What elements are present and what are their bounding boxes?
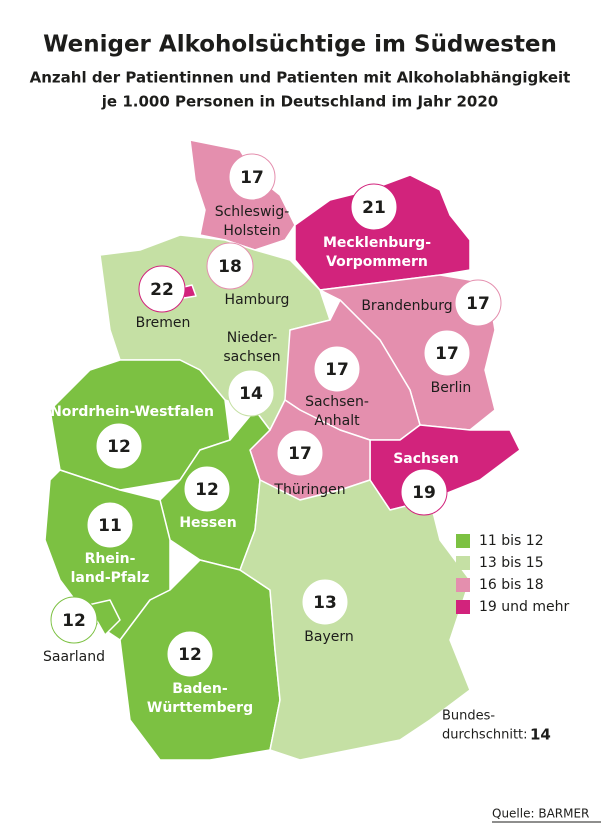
state-value: 12 bbox=[62, 611, 86, 631]
value-circle bbox=[138, 265, 186, 313]
state-value: 13 bbox=[313, 593, 337, 613]
value-circle bbox=[183, 465, 231, 513]
value-circle bbox=[301, 578, 349, 626]
state-label: Hessen bbox=[179, 515, 236, 531]
state-label: land-Pfalz bbox=[71, 570, 150, 586]
state-value: 19 bbox=[412, 483, 436, 503]
state-label: Anhalt bbox=[314, 413, 360, 429]
state-label: sachsen bbox=[223, 349, 280, 365]
value-circle bbox=[206, 242, 254, 290]
value-circle bbox=[276, 429, 324, 477]
region bbox=[87, 599, 121, 636]
value-circle bbox=[400, 468, 448, 516]
state-label: Rhein- bbox=[85, 551, 136, 567]
state-value: 12 bbox=[107, 437, 131, 457]
state-label: Nordrhein-Westfalen bbox=[50, 404, 214, 420]
state-label: Holstein bbox=[223, 223, 280, 239]
value-circle bbox=[227, 369, 275, 417]
average-value: 14 bbox=[530, 726, 551, 744]
state-label: Schleswig- bbox=[215, 204, 290, 220]
value-circle bbox=[350, 183, 398, 231]
legend-swatch bbox=[456, 578, 470, 592]
state-value: 11 bbox=[98, 516, 122, 536]
state-label: Thüringen bbox=[273, 482, 345, 498]
state-label: Brandenburg bbox=[361, 298, 452, 314]
state-value: 12 bbox=[195, 480, 219, 500]
legend-label: 16 bis 18 bbox=[479, 577, 544, 593]
legend-label: 13 bis 15 bbox=[479, 555, 544, 571]
state-value: 12 bbox=[178, 645, 202, 665]
state-label: Württemberg bbox=[147, 700, 253, 716]
state-label: Vorpommern bbox=[326, 254, 428, 270]
value-circle bbox=[166, 630, 214, 678]
state-value: 17 bbox=[435, 344, 459, 364]
title: Weniger Alkoholsüchtige im Südwesten bbox=[43, 32, 557, 58]
state-label: Bremen bbox=[136, 315, 191, 331]
subtitle: je 1.000 Personen in Deutschland im Jahr… bbox=[101, 93, 498, 111]
value-circle bbox=[86, 501, 134, 549]
state-label: Mecklenburg- bbox=[323, 235, 431, 251]
state-value: 17 bbox=[325, 360, 349, 380]
legend-swatch bbox=[456, 556, 470, 570]
state-label: Nieder- bbox=[227, 330, 277, 346]
value-circle bbox=[228, 153, 276, 201]
state-value: 18 bbox=[218, 257, 242, 277]
source: Quelle: BARMER bbox=[492, 807, 589, 821]
state-value: 17 bbox=[288, 444, 312, 464]
state-label: Sachsen- bbox=[305, 394, 369, 410]
average-label: Bundes- bbox=[442, 709, 495, 724]
state-value: 22 bbox=[150, 280, 174, 300]
value-circle bbox=[454, 279, 502, 327]
state-value: 14 bbox=[239, 384, 263, 404]
value-circle bbox=[423, 329, 471, 377]
value-circle bbox=[50, 596, 98, 644]
average-label: durchschnitt: bbox=[442, 728, 528, 743]
state-label: Hamburg bbox=[225, 292, 290, 308]
legend-swatch bbox=[456, 600, 470, 614]
legend-label: 19 und mehr bbox=[479, 599, 569, 615]
state-value: 17 bbox=[466, 294, 490, 314]
state-value: 21 bbox=[362, 198, 386, 218]
labels: Schleswig- Holstein 17 Mecklenburg- Vorpomme… bbox=[43, 153, 502, 716]
value-circle bbox=[313, 345, 361, 393]
state-label: Berlin bbox=[431, 380, 472, 396]
value-circle bbox=[95, 422, 143, 470]
legend-label: 11 bis 12 bbox=[479, 533, 544, 549]
legend-swatch bbox=[456, 534, 470, 548]
subtitle: Anzahl der Patientinnen und Patienten mi… bbox=[30, 69, 571, 87]
state-label: Sachsen bbox=[393, 451, 459, 467]
state-label: Baden- bbox=[172, 681, 228, 697]
state-label: Saarland bbox=[43, 649, 105, 665]
state-label: Bayern bbox=[304, 629, 353, 645]
state-value: 17 bbox=[240, 168, 264, 188]
